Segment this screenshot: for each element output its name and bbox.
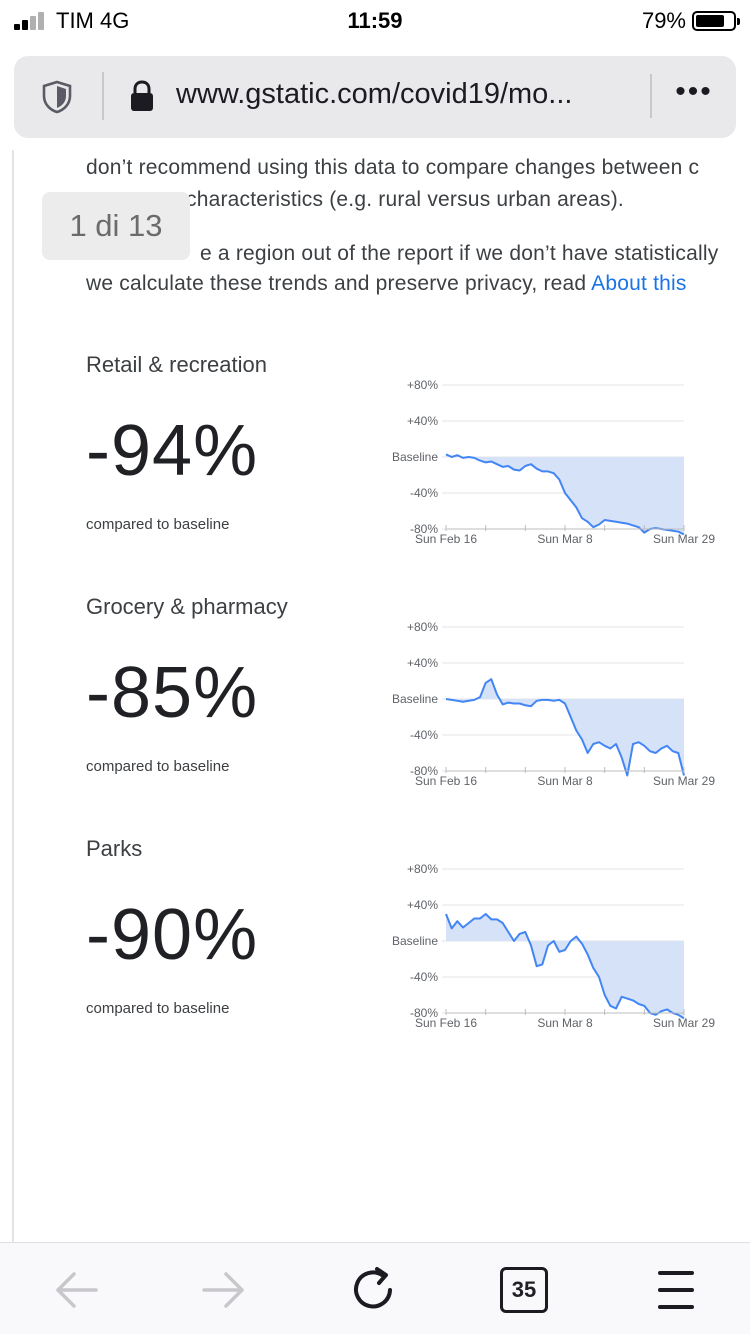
x-tick-label: Sun Mar 29: [653, 774, 715, 788]
intro-line-1: don’t recommend using this data to compa…: [86, 156, 700, 179]
grocery-caption: compared to baseline: [86, 758, 230, 775]
intro-line-4: we calculate these trends and preserve p…: [86, 272, 687, 296]
retail-caption: compared to baseline: [86, 516, 230, 533]
web-page[interactable]: don’t recommend using this data to compa…: [12, 150, 750, 1242]
address-bar-divider: [650, 74, 652, 118]
x-tick-label: Sun Feb 16: [415, 774, 477, 788]
parks-caption: compared to baseline: [86, 1000, 230, 1017]
x-tick-label: Sun Mar 29: [653, 1016, 715, 1030]
section-title-grocery: Grocery & pharmacy: [86, 594, 288, 619]
tracking-protection-shield-icon[interactable]: [40, 80, 74, 114]
battery-percent: 79%: [641, 8, 686, 33]
series-line: [445, 678, 685, 777]
reload-icon[interactable]: [348, 1265, 400, 1315]
x-tick-label: Sun Mar 8: [537, 532, 593, 546]
y-tick-label: +80%: [407, 862, 438, 876]
status-time: 11:59: [347, 8, 403, 33]
battery-icon: [692, 11, 740, 31]
intro-line-2: characteristics (e.g. rural versus urban…: [186, 188, 624, 211]
status-bar: TIM 4G 11:59 79%: [0, 0, 750, 40]
x-tick-label: Sun Mar 8: [537, 1016, 593, 1030]
y-tick-label: Baseline: [392, 692, 438, 706]
carrier-label: TIM 4G: [56, 8, 130, 33]
y-tick-label: -40%: [410, 728, 438, 742]
y-tick-label: +40%: [407, 898, 438, 912]
tabs-counter-button[interactable]: 35: [500, 1267, 548, 1313]
y-tick-label: -40%: [410, 970, 438, 984]
grocery-pharmacy-chart: +80% +40% Baseline -40% -80%Sun Feb 16 Sun Ma…: [392, 620, 715, 788]
address-bar[interactable]: www.gstatic.com/covid19/mo... •••: [14, 56, 736, 138]
browser-toolbar: 35: [0, 1242, 750, 1334]
y-tick-label: -80%: [410, 1006, 438, 1020]
y-tick-label: Baseline: [392, 450, 438, 464]
back-arrow-icon[interactable]: [50, 1265, 102, 1315]
signal-icon: [14, 12, 48, 30]
y-tick-label: -40%: [410, 486, 438, 500]
y-tick-label: Baseline: [392, 934, 438, 948]
area-fill: [446, 454, 684, 535]
grocery-percent-value: -85%: [86, 653, 259, 733]
y-tick-label: +40%: [407, 656, 438, 670]
y-tick-label: -80%: [410, 764, 438, 778]
menu-icon[interactable]: [650, 1265, 702, 1315]
series-line: [445, 913, 685, 1020]
more-menu-button[interactable]: •••: [675, 75, 713, 108]
parks-percent-value: -90%: [86, 895, 259, 975]
x-tick-label: Sun Feb 16: [415, 1016, 477, 1030]
find-in-page-counter: 1 di 13: [42, 192, 190, 260]
retail-recreation-chart: +80% +40% Baseline -40% -80%Sun Feb 16 Sun Ma…: [392, 378, 715, 546]
intro-line-3: e a region out of the report if we don’t…: [200, 242, 719, 265]
address-bar-divider: [102, 72, 104, 120]
y-tick-label: +40%: [407, 414, 438, 428]
lock-icon[interactable]: [130, 80, 154, 112]
area-fill: [446, 914, 684, 1019]
x-tick-label: Sun Mar 8: [537, 774, 593, 788]
y-tick-label: +80%: [407, 378, 438, 392]
x-tick-label: Sun Mar 29: [653, 532, 715, 546]
section-title-parks: Parks: [86, 836, 143, 861]
intro-line-4-text: we calculate these trends and preserve p…: [86, 272, 592, 295]
forward-arrow-icon[interactable]: [198, 1265, 250, 1315]
y-tick-label: +80%: [407, 620, 438, 634]
about-this-link[interactable]: About this: [591, 272, 687, 295]
retail-percent-value: -94%: [86, 411, 259, 491]
y-tick-label: -80%: [410, 522, 438, 536]
url-text[interactable]: www.gstatic.com/covid19/mo...: [176, 78, 573, 110]
section-title-retail: Retail & recreation: [86, 352, 267, 377]
series-line: [445, 453, 685, 536]
x-tick-label: Sun Feb 16: [415, 532, 477, 546]
parks-chart: +80% +40% Baseline -40% -80%Sun Feb 16 Sun Ma…: [392, 862, 715, 1030]
